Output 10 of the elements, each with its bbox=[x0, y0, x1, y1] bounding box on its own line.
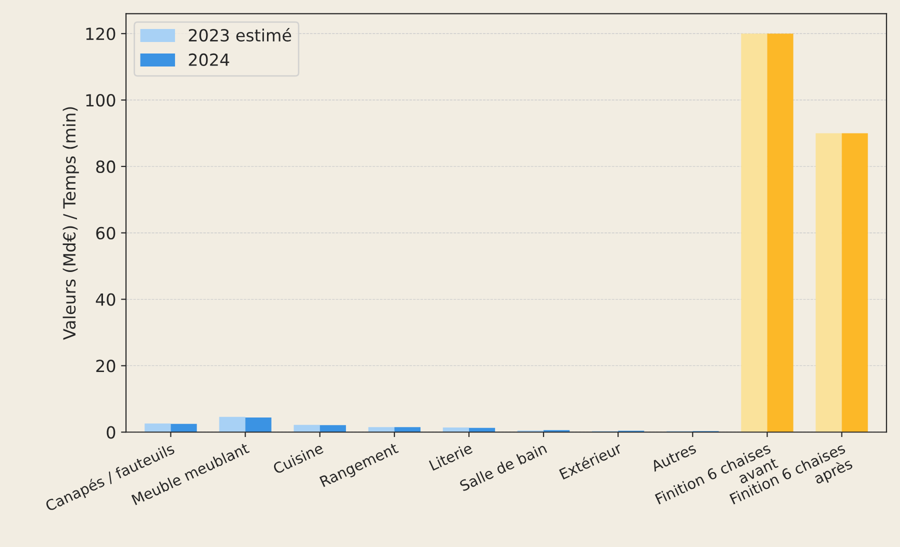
y-tick-label: 40 bbox=[96, 293, 116, 306]
y-tick-label: 60 bbox=[96, 226, 116, 240]
y-tick-label: 100 bbox=[86, 94, 116, 107]
legend-label: 2024 bbox=[188, 53, 230, 66]
y-tick-label: 0 bbox=[106, 426, 116, 439]
legend-label: 2023 estimé bbox=[188, 28, 292, 42]
y-tick-label: 120 bbox=[86, 28, 116, 40]
y-axis-title: Valeurs (Md€) / Temps (min) bbox=[62, 107, 79, 340]
y-tick-label: 80 bbox=[96, 160, 116, 174]
y-tick-label: 20 bbox=[96, 360, 116, 372]
